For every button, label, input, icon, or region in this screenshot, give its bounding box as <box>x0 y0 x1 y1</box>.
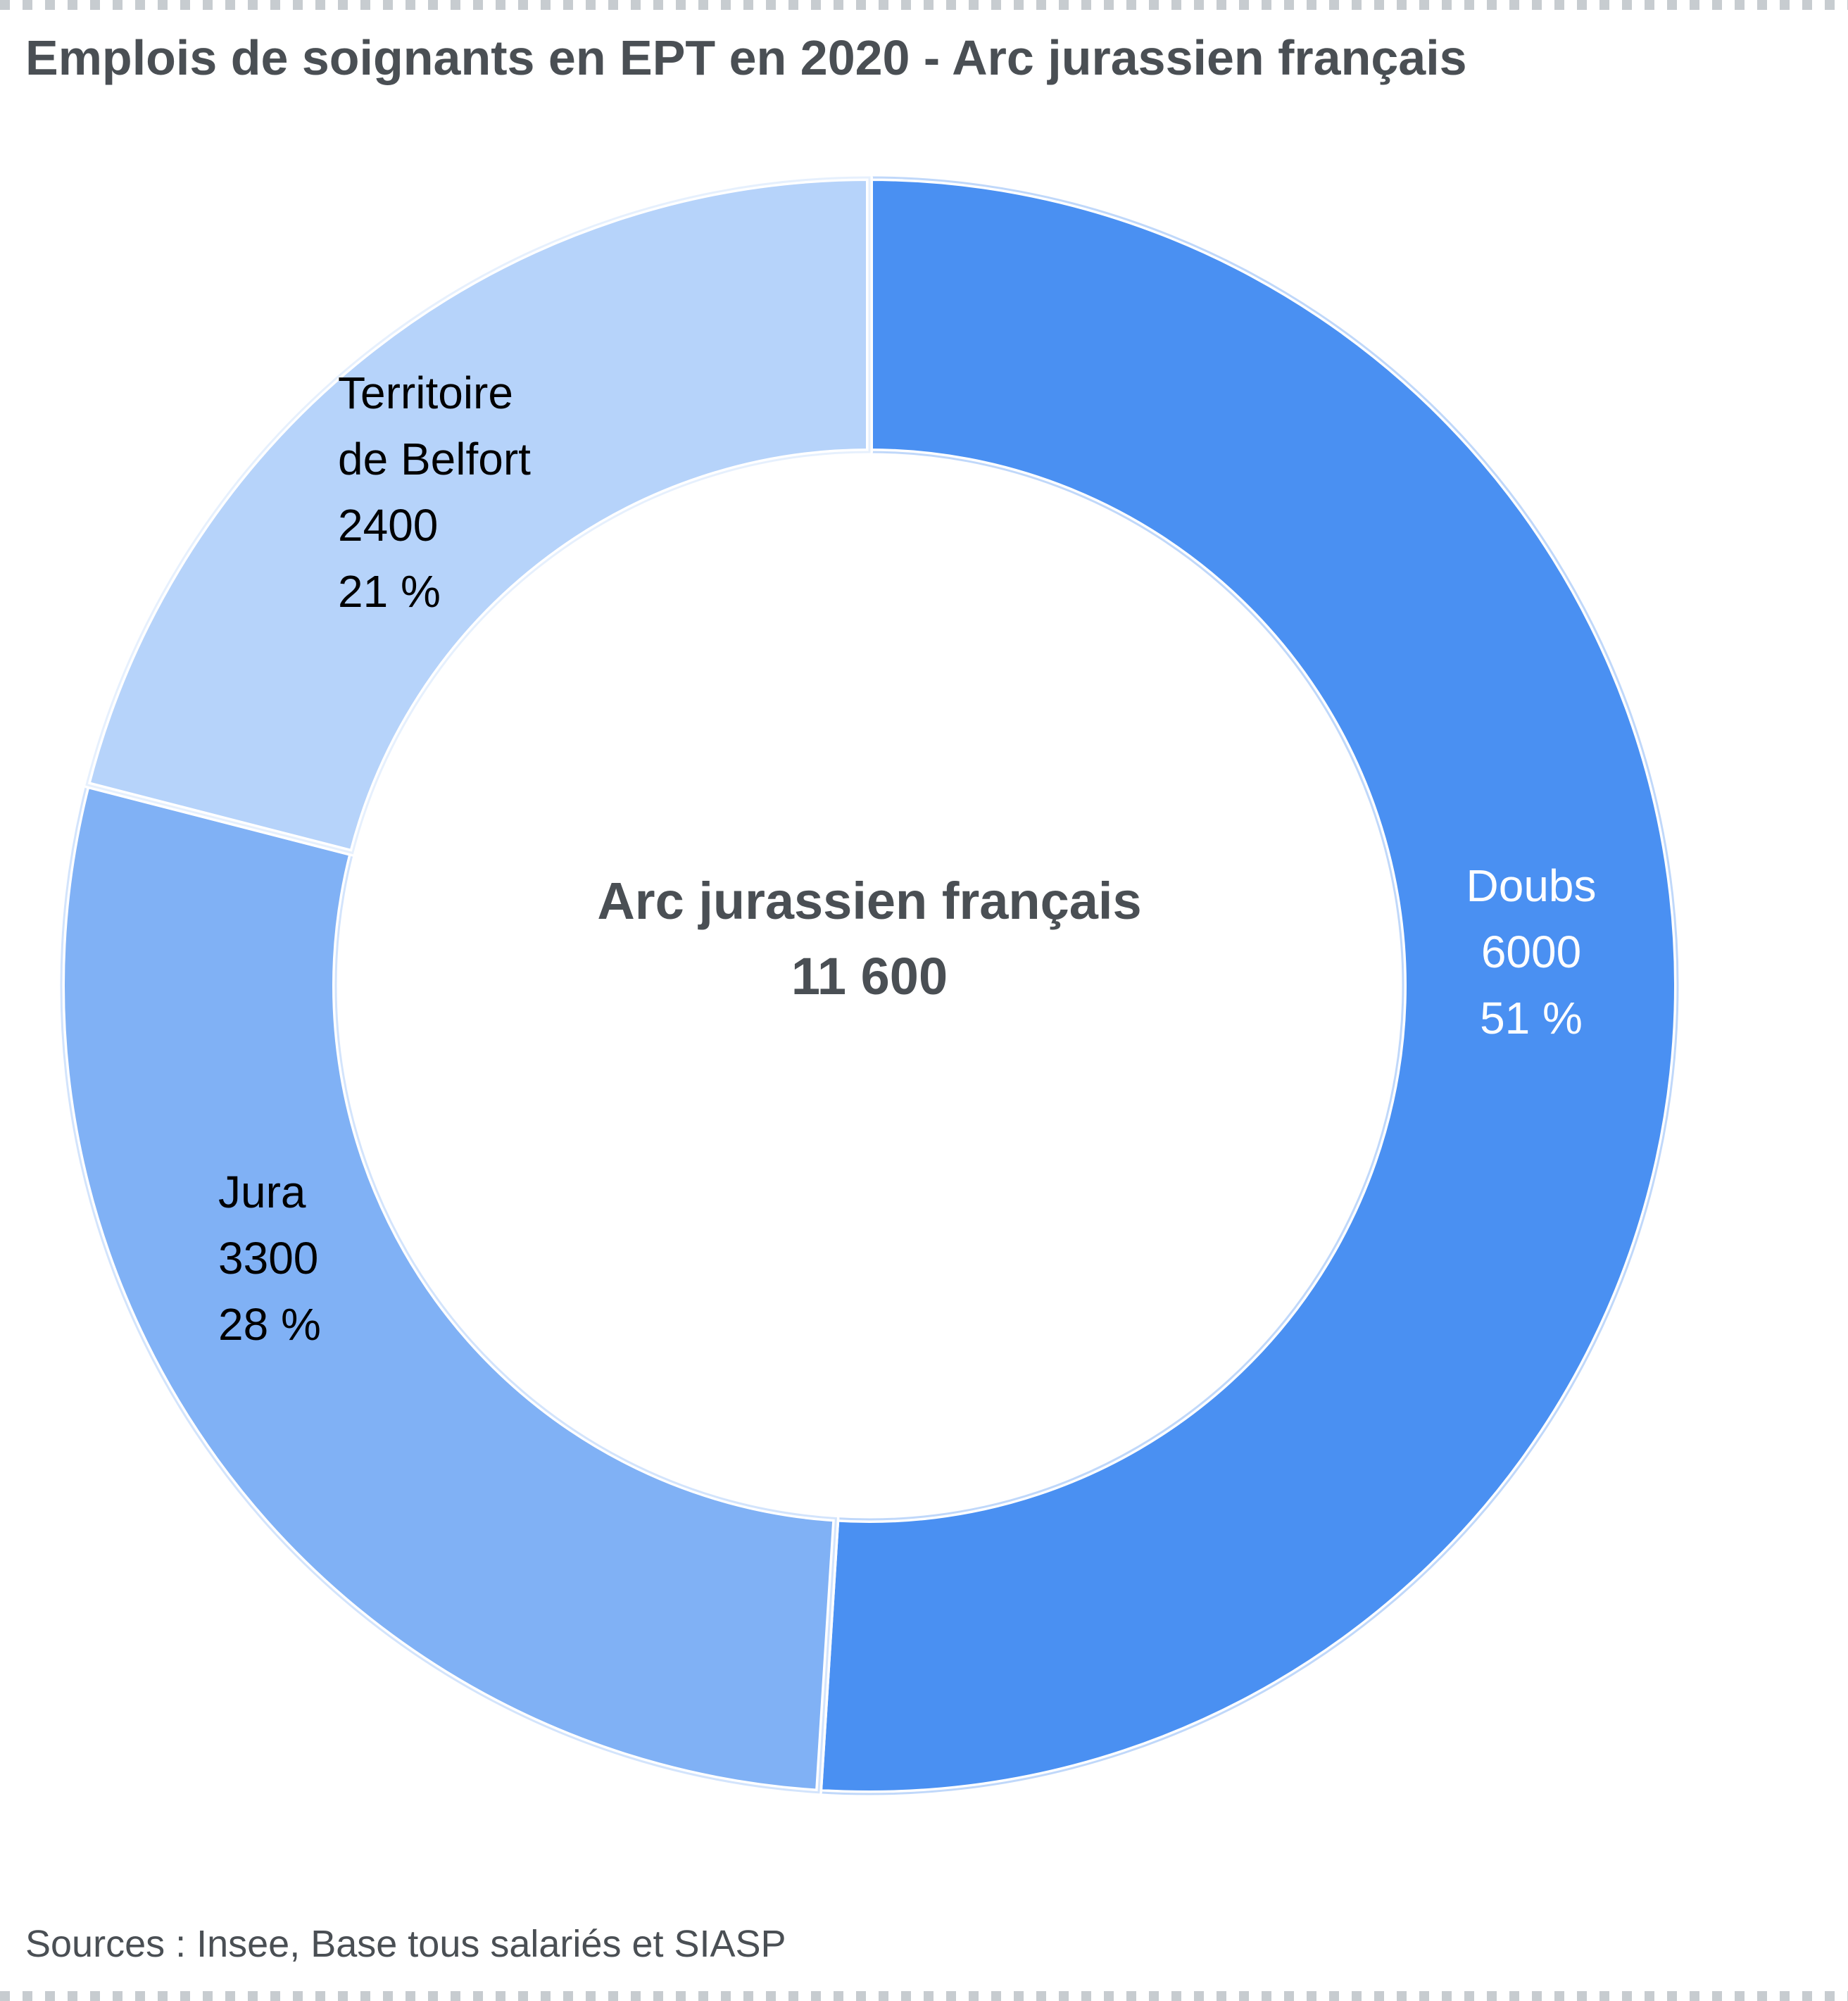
source-note: Sources : Insee, Base tous salariés et S… <box>25 1923 786 1965</box>
top-dashed-border <box>0 0 1848 10</box>
center-label-title: Arc jurassien français <box>597 872 1141 930</box>
slice-jura <box>58 781 840 1796</box>
slice-label-doubs: Doubs 6000 51 % <box>1466 860 1597 1043</box>
slice-outline-jura <box>60 783 837 1794</box>
chart-title: Emplois de soignants en EPT en 2020 - Ar… <box>25 30 1467 85</box>
slice-outline-doubs <box>817 176 1679 1795</box>
slice-territoire-de-belfort <box>83 174 873 857</box>
donut-slices <box>58 174 1682 1798</box>
slice-labels: Doubs 6000 51 % Jura 3300 28 % Territoire de Be… <box>218 368 1597 1350</box>
slice-doubs <box>815 174 1682 1798</box>
bottom-dashed-border <box>0 1991 1848 2001</box>
slice-label-jura: Jura 3300 28 % <box>218 1167 321 1350</box>
center-label-total: 11 600 <box>791 947 948 1005</box>
slice-outline-territoire-de-belfort <box>85 176 871 855</box>
slice-label-territoire-de-belfort: Territoire de Belfort 2400 21 % <box>338 368 531 617</box>
